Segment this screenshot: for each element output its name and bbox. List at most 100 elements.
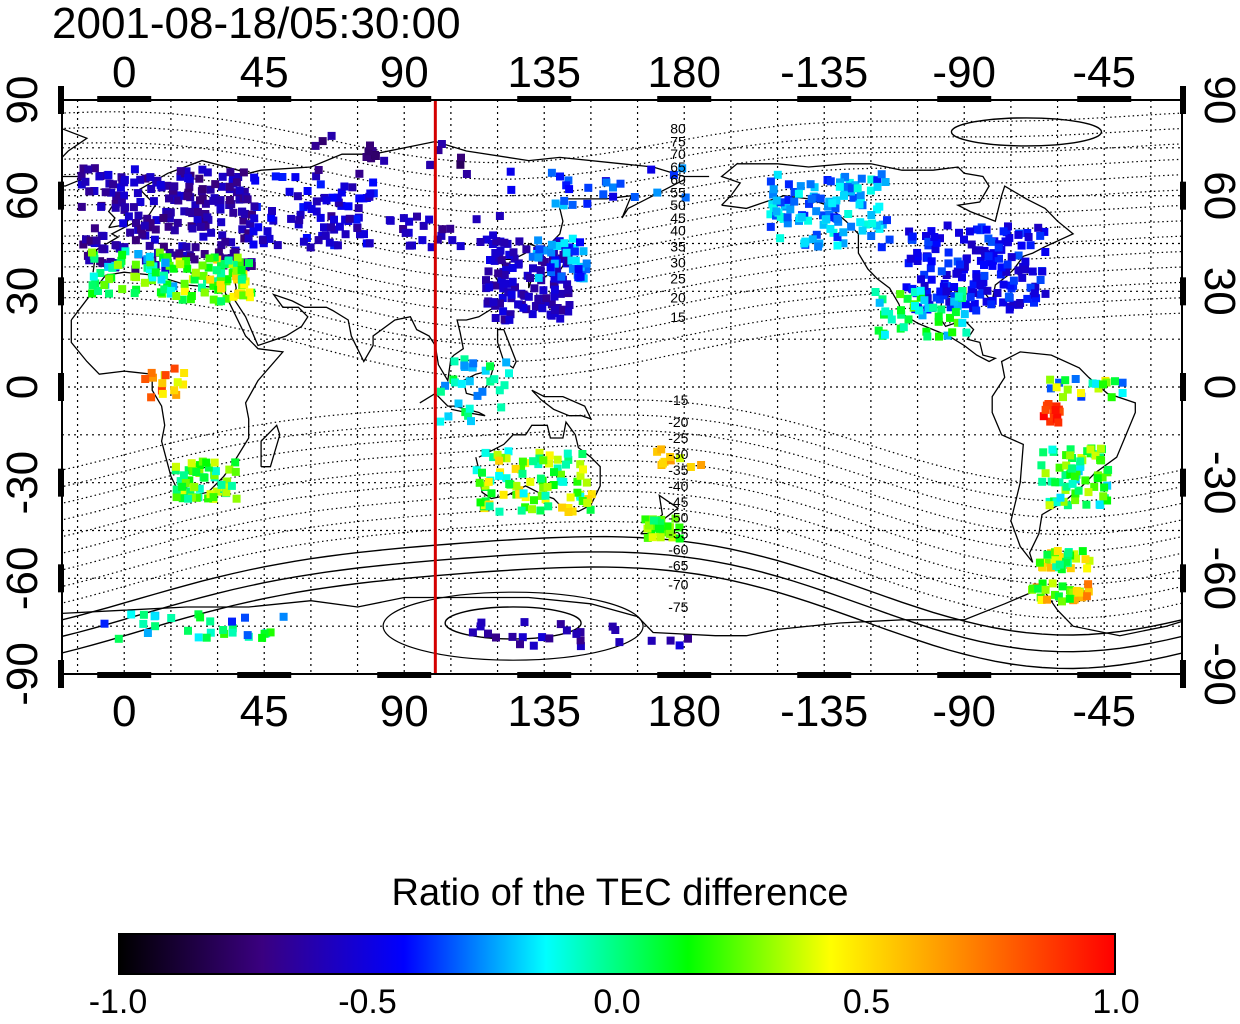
tec-patch [130, 178, 139, 187]
tec-patch [932, 293, 941, 302]
contour-south [62, 490, 1182, 586]
tec-patch [578, 497, 587, 505]
tec-patch [675, 534, 684, 543]
tec-patch [79, 164, 88, 173]
tec-patch [341, 230, 350, 239]
tec-patch [163, 181, 172, 190]
tec-patch [149, 373, 157, 382]
tec-patch [495, 471, 504, 480]
tec-patch [209, 281, 218, 290]
tec-patch [547, 168, 556, 177]
tec-patch [936, 287, 945, 296]
tec-patch [294, 220, 303, 229]
tec-patch [874, 326, 883, 335]
tec-patch [335, 222, 344, 231]
tec-patch [538, 304, 547, 313]
tec-patch [221, 237, 230, 246]
tec-patch [202, 458, 211, 467]
tec-patch [273, 241, 282, 250]
tec-patch [88, 248, 96, 257]
tec-patch [495, 456, 504, 465]
tec-patch [547, 268, 556, 277]
tec-patch [922, 327, 931, 336]
tec-patch [960, 235, 968, 244]
tec-patch [669, 170, 678, 179]
tec-patch [1074, 486, 1083, 495]
tec-patch [1035, 558, 1044, 567]
contour-label: -70 [668, 577, 688, 593]
tec-patch [657, 445, 666, 454]
tec-patch [491, 281, 500, 290]
tec-patch [582, 478, 591, 487]
tec-patch [976, 256, 985, 265]
tec-patch [1100, 483, 1109, 492]
tec-patch [675, 641, 684, 650]
tec-patch [145, 241, 154, 250]
tec-patch [1093, 474, 1102, 483]
tec-patch [519, 489, 528, 498]
coastline [531, 389, 593, 421]
tec-patch [427, 243, 436, 252]
tec-patch [225, 182, 234, 191]
tec-patch [172, 485, 181, 494]
tec-patch [856, 218, 865, 227]
tec-patch [307, 205, 316, 213]
tec-patch [509, 248, 518, 257]
tec-patch [176, 477, 185, 486]
tec-patch [271, 172, 280, 181]
tec-patch [153, 176, 162, 185]
tec-patch [519, 303, 528, 312]
tec-patch [465, 404, 474, 413]
tec-patch [922, 288, 931, 296]
tec-patch [226, 168, 235, 177]
tec-patch [1032, 294, 1041, 303]
tec-patch [973, 225, 981, 234]
tec-patch [534, 236, 543, 245]
tec-patch [1055, 463, 1064, 472]
tec-patch [545, 451, 554, 460]
tec-patch [126, 228, 135, 237]
tec-patch [239, 216, 248, 225]
contour-south [62, 520, 1182, 619]
tec-patch [1030, 298, 1038, 307]
tec-patch [508, 632, 517, 641]
tec-patch [1090, 482, 1099, 491]
tec-patch [476, 238, 485, 246]
tec-patch [178, 482, 187, 491]
tec-patch [872, 221, 881, 230]
tec-patch [547, 240, 556, 249]
tec-patch [557, 306, 565, 315]
tec-patch [206, 185, 215, 194]
tec-patch [176, 167, 185, 176]
tec-patch [263, 227, 272, 236]
tec-patch [360, 230, 368, 239]
contour-label: 65 [670, 159, 686, 175]
tec-patch [491, 314, 500, 322]
lon-tick-label-top: 45 [240, 48, 289, 97]
tec-patch [1028, 584, 1037, 593]
tec-patch [229, 249, 238, 258]
tec-patch [249, 240, 258, 249]
tec-patch [480, 501, 489, 510]
tec-patch [1038, 563, 1047, 572]
tec-patch [496, 246, 505, 255]
tec-patch [999, 280, 1008, 289]
tec-patch [170, 386, 179, 395]
tec-map: 8075706560555045403530252015-15-20-25-30… [0, 48, 1240, 736]
tec-patch [906, 254, 915, 263]
tec-patch [299, 237, 308, 246]
tec-patch [812, 230, 821, 239]
tec-patch [867, 211, 876, 219]
contour-north [62, 126, 1182, 180]
tec-patch [497, 403, 506, 412]
tec-patch [498, 294, 507, 302]
tec-patch [223, 275, 232, 284]
tec-patch [1005, 305, 1014, 314]
contour-south [62, 551, 1182, 653]
lon-tick-label-top: 90 [380, 48, 429, 97]
tec-patch [444, 412, 453, 421]
tec-patch [151, 225, 160, 234]
contour-north [62, 312, 1182, 379]
tec-patch [913, 248, 922, 257]
tec-patch [584, 183, 593, 192]
